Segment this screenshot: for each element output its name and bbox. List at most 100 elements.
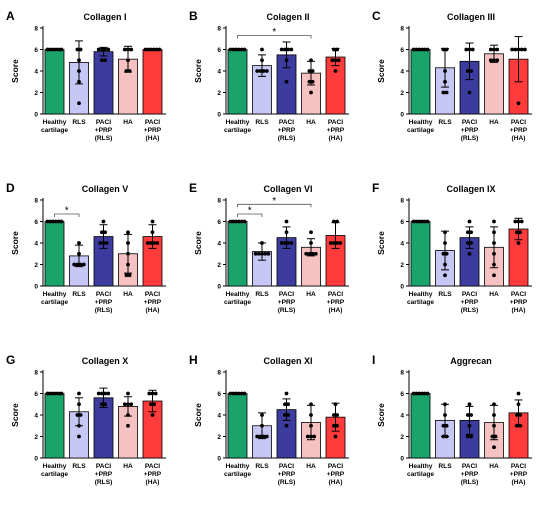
- data-point: [441, 423, 446, 428]
- category-label: RLS: [438, 463, 452, 470]
- category-label: PACI: [328, 119, 343, 126]
- panel-letter: D: [6, 181, 15, 195]
- y-tick-label: 4: [34, 68, 38, 75]
- category-label: PACI: [511, 463, 526, 470]
- y-tick-label: 6: [34, 219, 38, 226]
- data-point: [263, 251, 268, 256]
- data-point: [335, 413, 339, 417]
- y-tick-label: 8: [400, 369, 404, 376]
- data-point: [286, 402, 290, 407]
- category-label: PACI: [328, 463, 343, 470]
- category-label: PACI: [328, 291, 343, 298]
- data-point: [96, 391, 101, 396]
- data-point: [443, 402, 447, 407]
- data-point: [467, 47, 472, 52]
- data-point: [417, 391, 421, 396]
- category-label: (HA): [146, 307, 160, 314]
- data-point: [100, 391, 104, 396]
- data-point: [77, 58, 81, 63]
- data-point: [284, 79, 289, 84]
- data-point: [264, 434, 269, 439]
- category-label: RLS: [438, 291, 452, 298]
- data-point: [150, 219, 155, 224]
- data-point: [284, 219, 289, 224]
- data-point: [518, 230, 522, 235]
- panel-letter: A: [6, 9, 15, 23]
- bar: [44, 49, 65, 115]
- data-point: [307, 251, 312, 256]
- data-point: [467, 251, 472, 256]
- y-tick-label: 6: [400, 219, 404, 226]
- category-label: HA: [123, 119, 133, 126]
- data-point: [103, 230, 107, 235]
- y-tick-label: 2: [217, 434, 221, 441]
- data-point: [307, 79, 312, 84]
- category-label: cartilage: [407, 127, 434, 134]
- significance-bracket: [237, 35, 312, 39]
- category-label: cartilage: [41, 127, 68, 134]
- data-point: [258, 434, 263, 439]
- data-point: [284, 230, 289, 235]
- data-point: [441, 47, 446, 52]
- category-label: HA: [489, 463, 499, 470]
- category-label: (RLS): [95, 307, 113, 314]
- data-point: [492, 251, 496, 256]
- data-point: [333, 58, 338, 63]
- data-point: [231, 391, 236, 396]
- data-point: [420, 391, 424, 396]
- y-tick-label: 8: [400, 25, 404, 32]
- y-tick-label: 0: [217, 455, 221, 462]
- data-point: [279, 47, 284, 52]
- significance-label: *: [272, 196, 276, 207]
- panel-title: Collagen X: [82, 356, 129, 366]
- category-label: +PRP: [510, 471, 528, 478]
- panel-title: Colagen II: [266, 12, 309, 22]
- category-label: +PRP: [144, 471, 162, 478]
- data-point: [307, 69, 312, 73]
- y-tick-label: 4: [217, 412, 221, 419]
- data-point: [443, 230, 447, 235]
- data-point: [304, 251, 309, 256]
- data-point: [260, 423, 264, 428]
- data-point: [77, 79, 81, 84]
- data-point: [469, 434, 473, 439]
- y-tick-label: 0: [400, 111, 404, 118]
- category-label: (HA): [329, 307, 343, 314]
- category-label: (HA): [512, 479, 526, 486]
- data-point: [309, 241, 313, 245]
- panel-letter: C: [372, 9, 381, 23]
- data-point: [333, 434, 338, 439]
- data-point: [77, 101, 81, 106]
- data-point: [59, 47, 64, 52]
- y-tick-label: 6: [34, 391, 38, 398]
- category-label: PACI: [96, 463, 111, 470]
- y-tick-label: 4: [34, 412, 38, 419]
- data-point: [126, 262, 130, 267]
- category-label: Healthy: [43, 119, 67, 126]
- y-tick-label: 4: [400, 68, 404, 75]
- data-point: [332, 413, 336, 417]
- data-point: [286, 47, 290, 52]
- data-point: [466, 69, 470, 73]
- data-point: [260, 47, 264, 52]
- data-point: [78, 262, 83, 267]
- data-point: [77, 69, 81, 73]
- data-point: [155, 241, 160, 245]
- data-point: [441, 90, 446, 95]
- data-point: [51, 391, 55, 396]
- data-point: [495, 47, 500, 52]
- data-point: [56, 391, 61, 396]
- data-point: [467, 219, 472, 224]
- significance-label: *: [65, 205, 69, 216]
- data-point: [289, 47, 294, 52]
- y-tick-label: 6: [400, 47, 404, 54]
- data-point: [104, 241, 109, 245]
- data-point: [239, 391, 244, 396]
- data-point: [518, 413, 522, 417]
- panel-title: Collagen XI: [263, 356, 312, 366]
- category-label: (RLS): [278, 307, 296, 314]
- category-label: (HA): [329, 135, 343, 142]
